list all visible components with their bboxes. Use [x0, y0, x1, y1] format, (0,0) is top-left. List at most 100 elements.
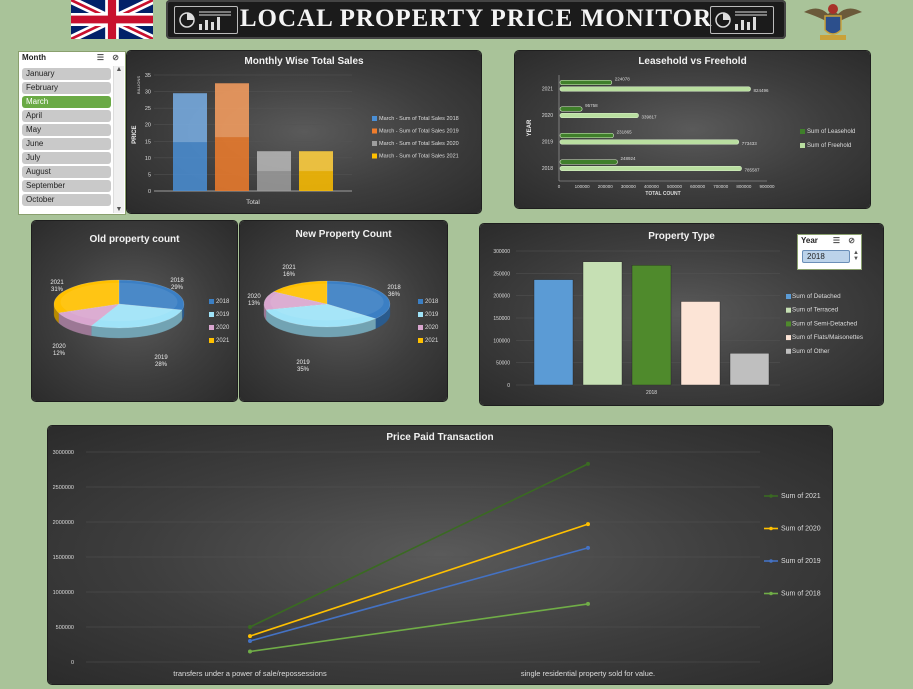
line-point	[586, 522, 590, 527]
legend-label: Sum of Terraced	[792, 307, 839, 314]
chart-title: Property Type	[648, 231, 715, 242]
pie-label: 2021	[282, 265, 296, 271]
pie-label: 2018	[387, 285, 401, 291]
y-tick-label: 2500000	[53, 485, 74, 491]
y-tick-label: 1000000	[53, 590, 74, 596]
bar-2	[631, 265, 672, 386]
y-tick-label: 500000	[56, 625, 74, 631]
slicer-item-march[interactable]: March	[22, 96, 111, 108]
bar-2	[257, 151, 291, 191]
chart-title: Leasehold vs Freehold	[638, 56, 747, 67]
slicer-item-may[interactable]: May	[22, 124, 111, 136]
x-category-label: single residential property sold for val…	[521, 669, 655, 678]
pie-gloss	[270, 283, 384, 321]
pie-slice-2021	[273, 280, 328, 305]
bar-highlight	[215, 83, 249, 138]
slicer-item-july[interactable]: July	[22, 152, 111, 164]
y-tick-label: 200000	[493, 294, 510, 300]
bar-sum-of-freehold	[559, 139, 740, 145]
x-tick-label: 100000	[575, 184, 591, 189]
y-tick-label: 0	[71, 660, 74, 666]
line-sum-of-2020	[249, 523, 589, 637]
slicer-title: Year	[801, 236, 818, 245]
x-tick-label: 500000	[667, 184, 683, 189]
bar-3	[299, 151, 333, 191]
pie-label: 2018	[170, 278, 184, 284]
dashboard-icon	[174, 6, 238, 34]
clear-filter-icon[interactable]: ⊘	[848, 236, 858, 245]
bar-sum-of-leasehold	[559, 79, 613, 86]
legend-swatch	[372, 116, 377, 121]
slicer-item-april[interactable]: April	[22, 110, 111, 122]
slicer-item-june[interactable]: June	[22, 138, 111, 150]
y-tick-label: 35	[145, 73, 151, 79]
slicer-title: Month	[22, 53, 46, 62]
legend-swatch	[372, 128, 377, 134]
pie-slice-2018	[326, 280, 391, 319]
multi-select-icon[interactable]: ☰	[96, 53, 108, 62]
y-category-label: 2020	[542, 113, 553, 119]
legend-swatch	[209, 299, 214, 304]
data-label: 824496	[754, 88, 770, 93]
pie-percent: 12%	[53, 351, 66, 357]
lease-free-chart: Leasehold vs Freehold 0 100000 200000 30000…	[515, 51, 870, 208]
y-tick-label: 300000	[493, 249, 510, 255]
x-tick-label: 900000	[759, 184, 775, 189]
legend-label: 2020	[216, 325, 230, 331]
slicer-item-february[interactable]: February	[22, 82, 111, 94]
legend-label: March - Sum of Total Sales 2018	[379, 116, 459, 122]
y-tick-label: 10	[145, 156, 151, 162]
legend-swatch	[786, 348, 791, 354]
bar-sum-of-freehold	[559, 165, 742, 172]
line-sum-of-2018	[249, 603, 589, 653]
legend-swatch	[372, 141, 377, 146]
legend-label: Sum of Leasehold	[807, 129, 855, 135]
line-point	[586, 601, 590, 606]
slicer-header: Month ☰ ⊘	[19, 52, 125, 66]
slicer-item-october[interactable]: October	[22, 194, 111, 206]
line-point	[248, 649, 252, 654]
legend-swatch	[418, 325, 423, 330]
pie-percent: 36%	[388, 292, 401, 298]
legend-label: March - Sum of Total Sales 2020	[379, 141, 459, 147]
slicer-item-january[interactable]: January	[22, 68, 111, 80]
legend-swatch	[418, 299, 423, 304]
pie-label: 2020	[247, 294, 261, 300]
slicer-scrollbar[interactable]: ▲ ▼	[113, 66, 124, 213]
title-banner: LOCAL PROPERTY PRICE MONITOR	[166, 0, 786, 39]
y-tick-label: 2000000	[53, 520, 74, 526]
year-scroll-arrows[interactable]: ▲ ▼	[853, 250, 859, 262]
year-slicer[interactable]: Year ☰ ⊘ 2018 ▲ ▼	[797, 234, 862, 270]
multi-select-icon[interactable]: ☰	[832, 236, 844, 245]
chart-title: Old property count	[89, 234, 180, 245]
legend-swatch	[786, 321, 791, 327]
x-tick-label: 700000	[713, 184, 729, 189]
scroll-down-icon[interactable]: ▼	[115, 206, 123, 213]
y-unit-label: BILLIONS	[136, 76, 141, 94]
line-point	[248, 625, 252, 629]
bar-3	[680, 301, 721, 386]
line-point	[248, 634, 252, 639]
data-label: 339817	[642, 114, 658, 119]
price-paid-chart: Price Paid Transaction 0 500000 1000000 150…	[48, 426, 832, 684]
legend-label: March - Sum of Total Sales 2021	[379, 154, 459, 160]
legend-label: 2020	[425, 325, 439, 331]
legend-swatch	[800, 129, 805, 134]
bar-highlight	[257, 151, 291, 172]
slicer-item-september[interactable]: September	[22, 180, 111, 192]
slicer-item-august[interactable]: August	[22, 166, 111, 178]
scroll-up-icon[interactable]: ▲	[115, 66, 123, 73]
legend-label: Sum of 2021	[781, 493, 821, 500]
x-axis-label: TOTAL COUNT	[645, 191, 680, 197]
clear-filter-icon[interactable]: ⊘	[112, 53, 122, 62]
legend-label: Sum of 2018	[781, 591, 821, 598]
pie-slice-2020	[58, 303, 120, 326]
pie-slice-2018	[118, 279, 185, 311]
x-tick-label: 200000	[598, 184, 614, 189]
x-tick-label: 300000	[621, 184, 637, 189]
y-axis-label: PRICE	[132, 125, 138, 143]
pie-slice-2020	[263, 291, 328, 310]
year-slicer-item-selected[interactable]: 2018	[802, 250, 850, 263]
month-slicer[interactable]: Month ☰ ⊘ January February March April May Ju…	[18, 51, 126, 215]
y-tick-label: 30	[145, 90, 151, 96]
